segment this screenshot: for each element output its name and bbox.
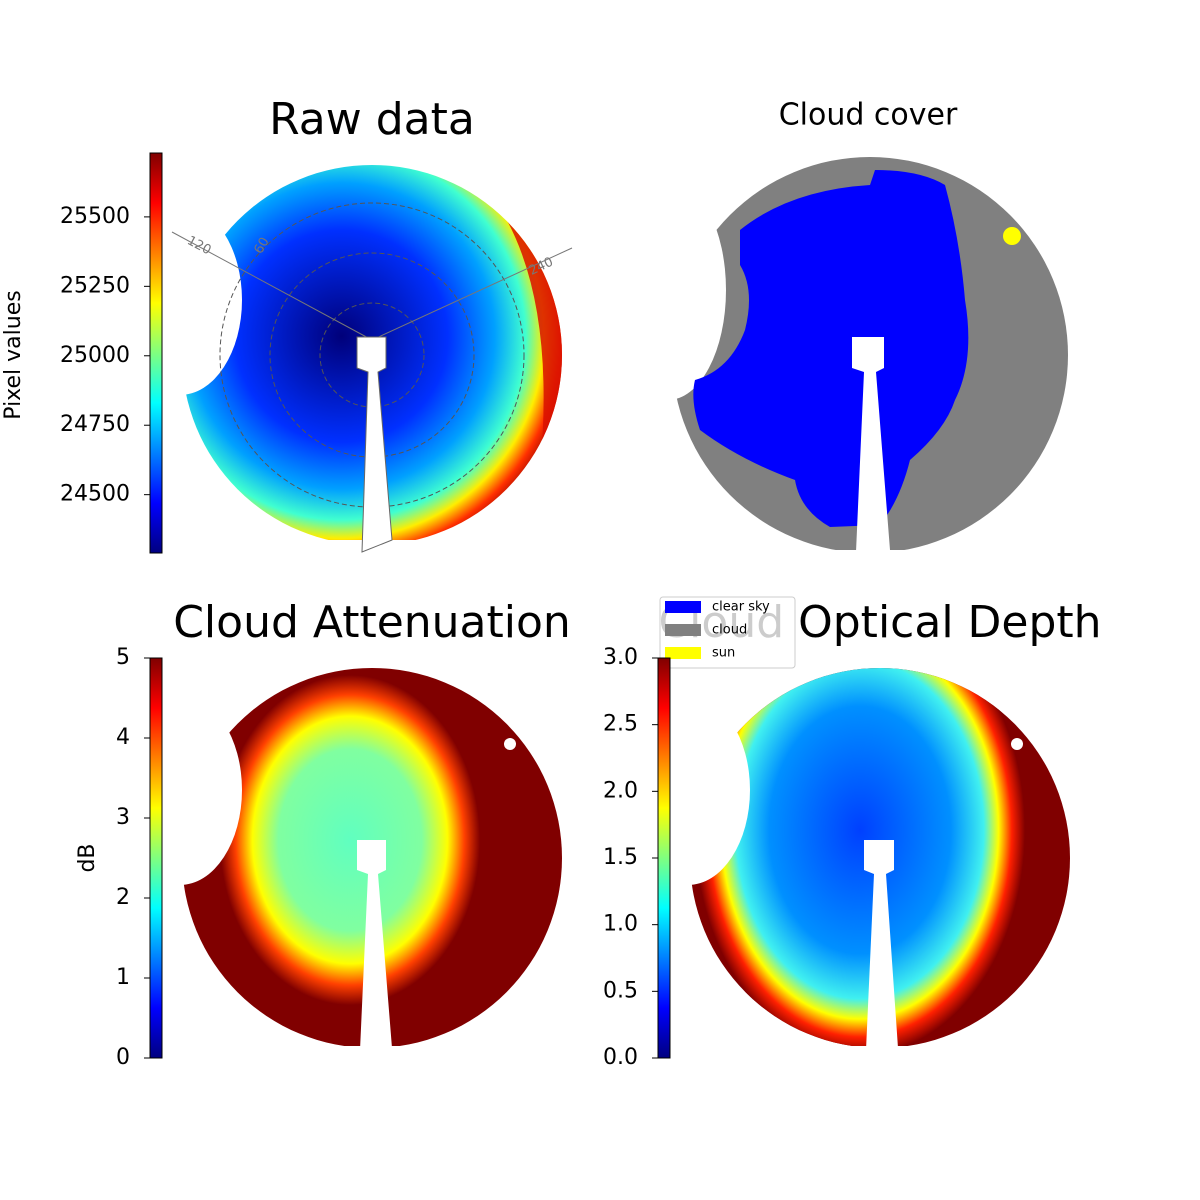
colorbar [149, 657, 163, 1059]
legend-swatch [665, 601, 701, 613]
colorbar [149, 152, 163, 554]
colorbar-tick-label: 24500 [60, 482, 130, 507]
colorbar-tick-label: 25000 [60, 343, 130, 368]
legend-swatch [665, 647, 701, 659]
colorbar [657, 657, 671, 1059]
colorbar-tick-label: 1 [116, 965, 130, 990]
legend-label: sun [712, 646, 735, 661]
legend-label: clear sky [712, 600, 770, 615]
colorbar-tick-label: 25250 [60, 273, 130, 298]
colorbar-tick-label: 0.0 [603, 1045, 638, 1070]
colorbar-tick-label: 1.0 [603, 912, 638, 937]
colorbar-tick-label: 0 [116, 1045, 130, 1070]
colorbar-tick-label: 25500 [60, 204, 130, 229]
polar-label: 60 [252, 235, 273, 257]
colorbar-tick-label: 2 [116, 885, 130, 910]
panel-title: Raw data [269, 94, 475, 145]
legend-label: cloud [712, 623, 747, 638]
colorbar-tick-label: 0.5 [603, 978, 638, 1003]
colorbar-tick-label: 5 [116, 645, 130, 670]
cloud-cover-image [610, 157, 1080, 570]
colorbar-tick-label: 3.0 [603, 645, 638, 670]
optical-depth-image [626, 668, 1078, 1066]
colorbar-tick-label: 3 [116, 805, 130, 830]
colorbar-tick-label: 24750 [60, 412, 130, 437]
panel-title: Cloud cover [779, 98, 958, 133]
colorbar-tick-label: 1.5 [603, 845, 638, 870]
legend-swatch [665, 624, 701, 636]
attenuation-image [118, 668, 570, 1066]
colorbar-label: dB [75, 843, 100, 872]
colorbar-tick-label: 4 [116, 725, 130, 750]
colorbar-tick-label: 2.5 [603, 712, 638, 737]
panel-title: Cloud Attenuation [173, 597, 571, 648]
colorbar-label: Pixel values [1, 290, 26, 419]
colorbar-tick-label: 2.0 [603, 778, 638, 803]
raw-image [118, 165, 573, 570]
